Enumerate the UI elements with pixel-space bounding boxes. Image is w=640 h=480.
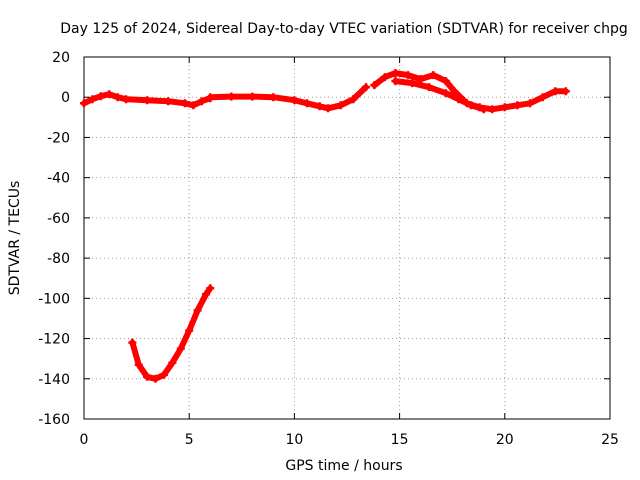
data-point — [538, 93, 547, 102]
data-point — [176, 344, 185, 353]
data-point — [441, 89, 450, 98]
data-point — [128, 338, 137, 347]
x-tick-label: 10 — [285, 432, 303, 448]
data-series — [80, 69, 570, 383]
data-point — [143, 372, 152, 381]
data-point — [349, 95, 358, 104]
x-axis-title: GPS time / hours — [285, 458, 402, 474]
data-point — [315, 102, 324, 111]
data-point — [361, 83, 370, 92]
y-tick-label: -160 — [38, 412, 70, 428]
data-point — [561, 87, 570, 96]
y-tick-label: 20 — [52, 50, 70, 66]
data-point — [324, 104, 333, 113]
data-point — [105, 90, 114, 99]
data-point — [513, 101, 522, 110]
data-point — [454, 95, 463, 104]
data-point — [380, 73, 389, 82]
data-point — [151, 374, 160, 383]
data-point — [336, 101, 345, 110]
x-tick-label: 15 — [391, 432, 409, 448]
y-tick-label: -80 — [47, 251, 70, 267]
x-tick-label: 0 — [80, 432, 89, 448]
data-point — [227, 92, 236, 101]
data-point — [113, 93, 122, 102]
data-point — [159, 370, 168, 379]
data-point — [408, 79, 417, 88]
data-point — [303, 99, 312, 108]
data-point — [202, 290, 211, 299]
x-tick-label: 25 — [601, 432, 619, 448]
x-tick-label: 5 — [185, 432, 194, 448]
data-point — [143, 96, 152, 105]
data-point — [425, 83, 434, 92]
data-point — [441, 77, 450, 86]
data-point — [551, 87, 560, 96]
data-point — [429, 71, 438, 80]
data-point — [206, 93, 215, 102]
data-point — [164, 97, 173, 106]
data-point — [467, 101, 476, 110]
data-point — [185, 326, 194, 335]
y-tick-label: -60 — [47, 211, 70, 227]
y-tick-label: 0 — [61, 90, 70, 106]
grid — [84, 57, 610, 419]
y-tick-label: -40 — [47, 171, 70, 187]
data-point — [122, 95, 131, 104]
data-point — [370, 81, 379, 90]
data-point — [197, 97, 206, 106]
data-point — [269, 93, 278, 102]
data-point — [391, 77, 400, 86]
y-tick-label: -100 — [38, 291, 70, 307]
data-point — [479, 105, 488, 114]
data-point — [80, 99, 88, 108]
chart-title: Day 125 of 2024, Sidereal Day-to-day VTE… — [60, 21, 628, 37]
data-point — [88, 95, 97, 104]
data-point — [488, 105, 497, 114]
axis-ticks: 0 5 10 15 20 25 20 0 -20 -40 -60 -80 -100 -120 -140 -16… — [38, 50, 619, 448]
data-point — [248, 92, 257, 101]
y-axis-title: SDTVAR / TECUs — [7, 181, 23, 296]
data-point — [391, 69, 400, 78]
data-point — [416, 75, 425, 84]
data-point — [134, 360, 143, 369]
y-tick-label: -20 — [47, 130, 70, 146]
data-point — [193, 306, 202, 315]
data-point — [206, 284, 215, 293]
plot-frame — [83, 56, 611, 420]
data-point — [404, 71, 413, 80]
y-tick-label: -120 — [38, 332, 70, 348]
data-point — [189, 101, 198, 110]
data-point — [168, 358, 177, 367]
data-point — [290, 96, 299, 105]
x-tick-label: 20 — [496, 432, 514, 448]
y-tick-label: -140 — [38, 372, 70, 388]
data-point — [526, 99, 535, 108]
data-point — [180, 99, 189, 108]
data-point — [500, 103, 509, 112]
data-point — [450, 87, 459, 96]
data-point — [96, 92, 105, 101]
